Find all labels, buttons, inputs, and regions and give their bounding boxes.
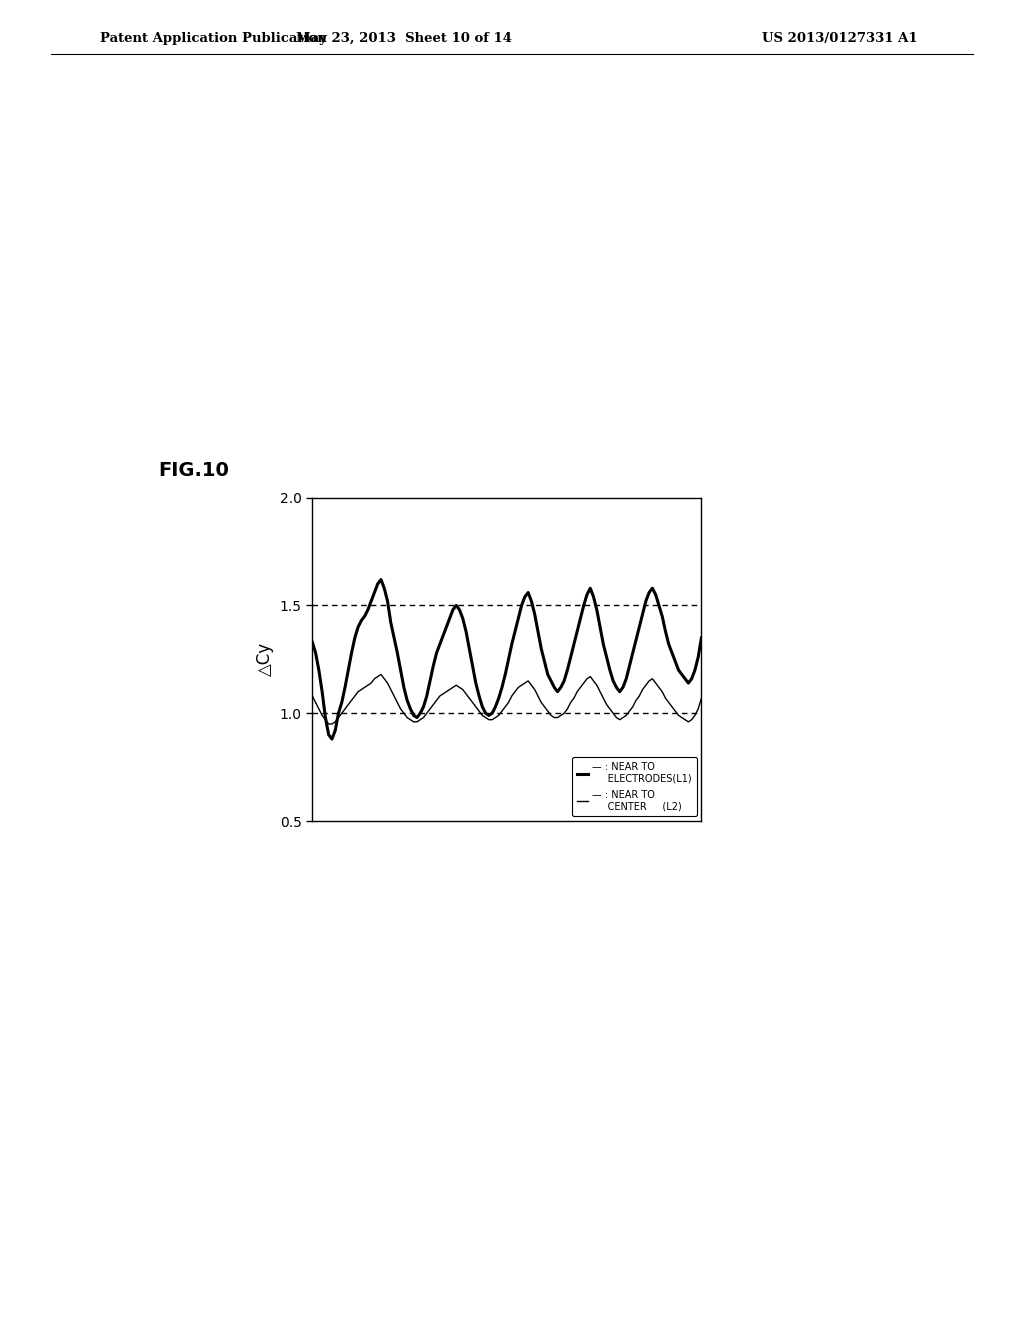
Text: US 2013/0127331 A1: US 2013/0127331 A1 <box>762 32 918 45</box>
Y-axis label: △Cy: △Cy <box>256 643 274 676</box>
Text: Patent Application Publication: Patent Application Publication <box>100 32 327 45</box>
Text: FIG.10: FIG.10 <box>159 462 229 480</box>
Text: May 23, 2013  Sheet 10 of 14: May 23, 2013 Sheet 10 of 14 <box>297 32 512 45</box>
Legend: — : NEAR TO
     ELECTRODES(L1), — : NEAR TO
     CENTER     (L2): — : NEAR TO ELECTRODES(L1), — : NEAR TO … <box>571 758 696 816</box>
